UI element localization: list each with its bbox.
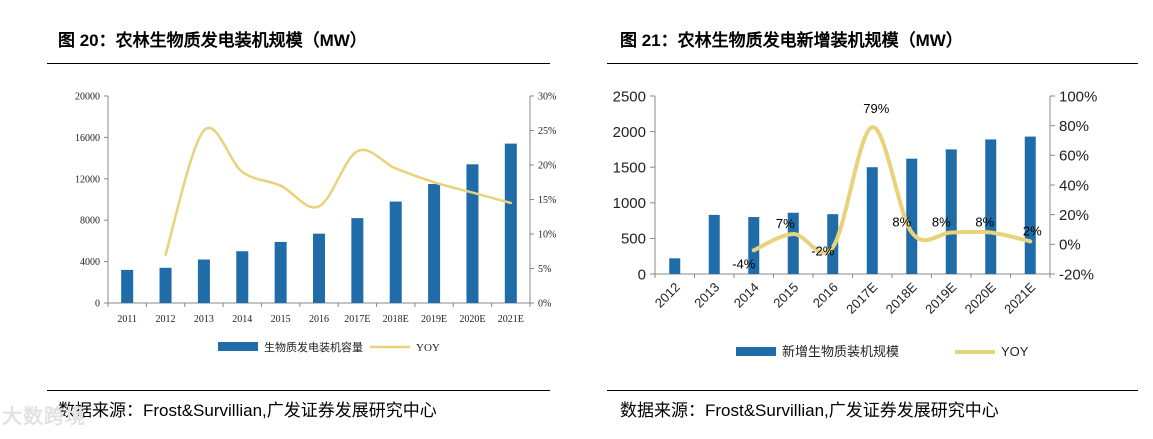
y-right-tick-label: 0% [1059,237,1081,254]
bar [787,212,799,274]
bar [466,164,479,303]
figure-title: 图 21：农林生物质发电新增装机规模（MW） [620,31,963,50]
x-tick-label: 2021E [498,314,524,325]
y-left-tick-label: 0 [95,299,100,310]
data-label: 8% [975,214,994,229]
y-right-tick-label: 10% [538,230,556,241]
bar [236,251,249,303]
y-right-tick-label: 20% [538,161,556,172]
y-left-tick-label: 500 [621,231,646,248]
y-right-tick-label: -20% [1059,266,1094,283]
bar [748,217,760,274]
x-tick-label: 2017E [843,279,880,316]
y-right-tick-label: 60% [1059,148,1089,165]
legend-label: 生物质发电装机容量 [264,340,363,354]
y-left-tick-label: 2500 [613,88,646,105]
y-right-tick-label: 100% [1059,88,1097,105]
bar [985,139,997,274]
y-right-tick-label: 25% [538,126,556,137]
legend-swatch-bar [218,342,258,351]
bar [351,218,364,303]
bar [428,183,441,303]
y-right-tick-label: 30% [538,92,556,103]
watermark-logo: 大数跨境 [2,406,86,428]
data-label: 8% [892,214,911,229]
x-tick-label: 2013 [194,314,214,325]
y-right-tick-label: 20% [1059,207,1089,224]
x-tick-label: 2014 [731,280,762,311]
title-divider [607,63,1138,64]
figure-20-panel: 图 20：农林生物质发电装机规模（MW） 0 4000 8000 12000 16000… [0,0,560,439]
bar [313,233,325,303]
figure-21-panel: 图 21：农林生物质发电新增装机规模（MW） 0 500 1000 1500 2000 2… [560,0,1153,439]
yoy-line [164,126,513,256]
bar [159,267,172,303]
x-tick-label: 2012 [156,314,176,325]
y-left-tick-label: 1000 [613,195,646,212]
source-note: 数据来源：Frost&Survillian,广发证券发展研究中心 [620,401,999,420]
y-left-tick-label: 16000 [75,133,100,144]
data-label: 7% [776,216,795,231]
chart-installed-capacity: 0 4000 8000 12000 16000 20000 0% 5% 10% 15% 20% 25%… [75,92,556,355]
x-tick-label: 2013 [691,280,722,311]
y-right-tick-label: 40% [1059,177,1089,194]
bar [121,269,134,303]
bar [504,143,517,303]
bar [866,167,878,274]
y-right-tick-label: 0% [538,299,551,310]
x-tick-label: 2012 [652,280,683,311]
bar [389,201,402,303]
x-tick-label: 2015 [770,280,801,311]
y-left-tick-label: 8000 [80,216,100,227]
data-label: -2% [811,243,835,258]
y-left-tick-label: 2000 [613,124,646,141]
x-tick-label: 2020E [459,314,485,325]
source-divider [47,390,550,391]
legend-label: 新增生物质装机规模 [782,344,899,360]
y-right-tick-label: 80% [1059,118,1089,135]
y-left-tick-label: 12000 [75,174,100,185]
x-tick-label: 2014 [232,314,252,325]
bar [906,158,918,274]
yoy-line [751,125,1033,255]
data-label: 8% [932,214,951,229]
x-tick-label: 2019E [922,279,959,316]
y-left-tick-label: 4000 [80,257,100,268]
bar [197,259,210,303]
source-note: 数据来源：Frost&Survillian,广发证券发展研究中心 [58,401,437,420]
x-tick-label: 2015 [271,314,291,325]
chart-new-capacity: 0 500 1000 1500 2000 2500 -20% 0% 20% 40% 60% 80% 10… [613,88,1098,360]
x-tick-label: 2016 [810,280,841,311]
bar [274,241,287,303]
x-tick-label: 2021E [1001,279,1038,316]
x-tick-label: 2016 [309,314,329,325]
x-tick-label: 2011 [117,314,137,325]
legend-label: YOY [1001,344,1029,359]
bar [1024,136,1036,274]
y-right-tick-label: 5% [538,264,551,275]
figure-title: 图 20：农林生物质发电装机规模（MW） [58,31,367,50]
bar [669,258,681,274]
legend-label: YOY [416,342,440,354]
title-divider [47,63,550,64]
bar [945,149,957,274]
data-label: 2% [1023,223,1042,238]
source-divider [607,390,1138,391]
x-tick-label: 2018E [383,314,409,325]
y-right-tick-label: 15% [538,195,556,206]
x-tick-label: 2020E [962,279,999,316]
y-left-tick-label: 0 [638,266,646,283]
y-left-tick-label: 20000 [75,92,100,103]
data-label: -4% [732,256,756,271]
y-left-tick-label: 1500 [613,159,646,176]
x-tick-label: 2019E [421,314,447,325]
bar [708,214,720,274]
data-label: 79% [863,101,889,116]
x-tick-label: 2018E [883,279,920,316]
x-tick-label: 2017E [344,314,370,325]
legend-swatch-bar [736,347,776,356]
